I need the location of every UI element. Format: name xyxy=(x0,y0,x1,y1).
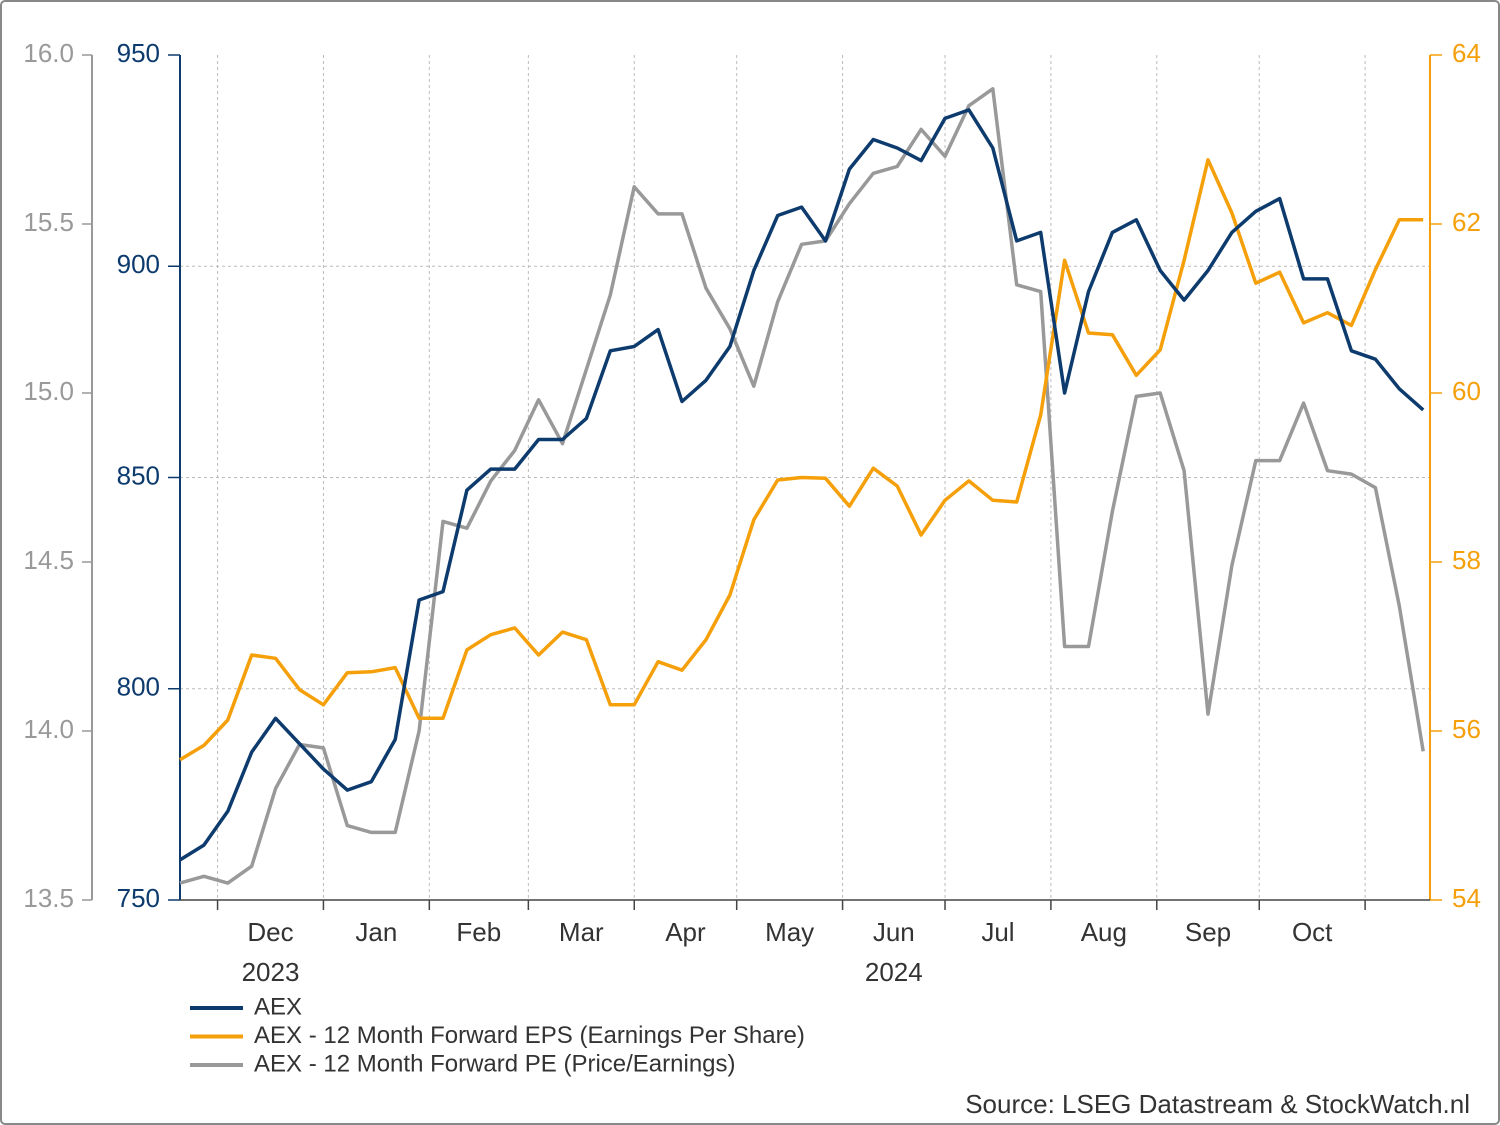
y2-tick-label: 58 xyxy=(1452,545,1481,575)
y2-tick-label: 56 xyxy=(1452,714,1481,744)
legend-label: AEX - 12 Month Forward PE (Price/Earning… xyxy=(254,1050,736,1077)
x-tick-label: May xyxy=(765,917,814,947)
y3-tick-label: 14.5 xyxy=(23,545,74,575)
y-tick-label: 750 xyxy=(117,883,160,913)
x-tick-label: Sep xyxy=(1185,917,1231,947)
x-tick-label: Jan xyxy=(355,917,397,947)
x-tick-label: Jul xyxy=(981,917,1014,947)
x-tick-label: Jun xyxy=(873,917,915,947)
y3-tick-label: 15.0 xyxy=(23,376,74,406)
x-tick-label: Mar xyxy=(559,917,604,947)
year-label: 2024 xyxy=(865,957,923,987)
x-tick-label: Apr xyxy=(665,917,706,947)
x-tick-label: Oct xyxy=(1292,917,1333,947)
legend-label: AEX xyxy=(254,993,302,1020)
y3-tick-label: 16.0 xyxy=(23,38,74,68)
x-tick-label: Feb xyxy=(456,917,501,947)
x-tick-label: Aug xyxy=(1081,917,1127,947)
data-line xyxy=(179,108,1425,862)
legend-label: AEX - 12 Month Forward EPS (Earnings Per… xyxy=(254,1022,805,1049)
y3-tick-label: 14.0 xyxy=(23,714,74,744)
y3-tick-label: 13.5 xyxy=(23,883,74,913)
y2-tick-label: 60 xyxy=(1452,376,1481,406)
y-tick-label: 800 xyxy=(117,672,160,702)
source-note: Source: LSEG Datastream & StockWatch.nl xyxy=(965,1089,1470,1119)
data-line xyxy=(179,87,1425,885)
y2-tick-label: 54 xyxy=(1452,883,1481,913)
year-label: 2023 xyxy=(242,957,300,987)
y2-tick-label: 64 xyxy=(1452,38,1481,68)
data-line xyxy=(179,158,1424,762)
y-tick-label: 850 xyxy=(117,460,160,490)
y2-tick-label: 62 xyxy=(1452,207,1481,237)
x-tick-label: Dec xyxy=(247,917,293,947)
y-tick-label: 900 xyxy=(117,249,160,279)
y-tick-label: 950 xyxy=(117,38,160,68)
y3-tick-label: 15.5 xyxy=(23,207,74,237)
